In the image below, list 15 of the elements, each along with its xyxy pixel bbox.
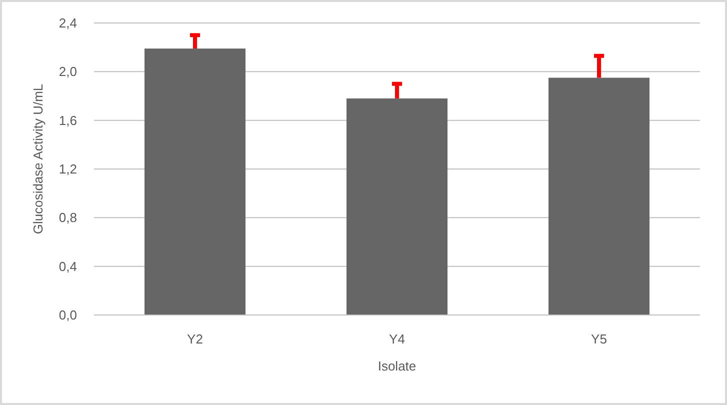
bar xyxy=(346,98,448,315)
bar xyxy=(548,78,650,315)
y-tick-label: 0,4 xyxy=(58,258,77,274)
y-tick-label: 0,8 xyxy=(58,210,77,226)
y-tick-label: 2,0 xyxy=(58,64,77,80)
y-axis-title: Glucosidase Activity U/mL xyxy=(30,84,46,234)
x-tick-label: Y2 xyxy=(187,332,203,347)
x-axis-title: Isolate xyxy=(378,358,416,374)
x-tick-label: Y4 xyxy=(389,332,405,347)
y-tick-label: 2,4 xyxy=(58,16,77,31)
y-tick-label: 1,6 xyxy=(58,112,77,128)
y-tick-label: 0,0 xyxy=(58,308,77,323)
bar xyxy=(144,48,246,315)
y-tick-label: 1,2 xyxy=(58,162,77,177)
x-tick-label: Y5 xyxy=(591,332,607,347)
